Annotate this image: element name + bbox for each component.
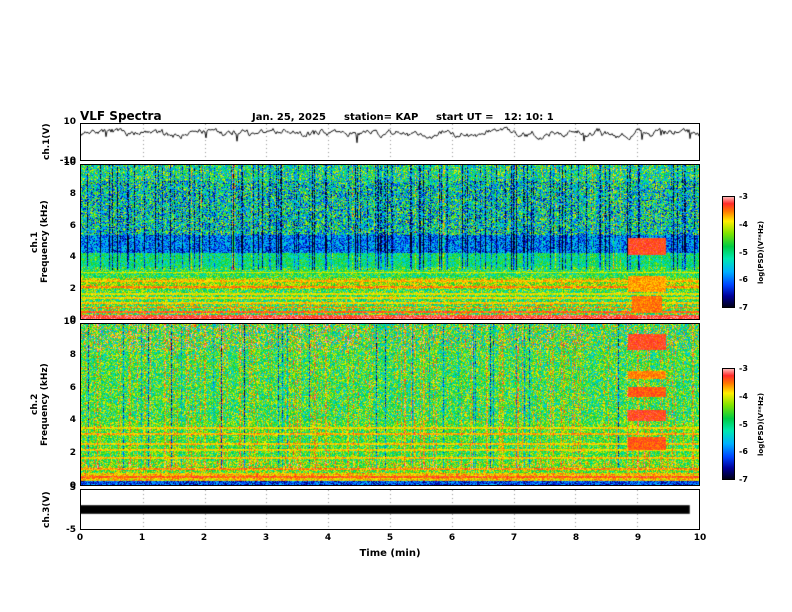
ch1-spectrogram-panel (80, 164, 700, 320)
ch1-spectrogram-canvas (81, 165, 699, 319)
colorbar-ch2-ticks: -3 -4 -5 -6 -7 (739, 364, 761, 484)
colorbar-ch1-ticks: -3 -4 -5 -6 -7 (739, 192, 761, 312)
tick-label: 2 (200, 533, 208, 543)
colorbar-ch2 (722, 368, 735, 480)
tick-label: -7 (739, 475, 748, 484)
tick-label: 4 (69, 252, 76, 263)
tick-label: 10 (63, 158, 76, 168)
plot-start-ut: start UT = 12: 10: 1 (436, 112, 554, 123)
tick-label: -5 (66, 525, 76, 535)
tick-label: 1 (138, 533, 146, 543)
tick-label: 8 (572, 533, 580, 543)
tick-label: -6 (739, 275, 748, 285)
ch1-voltage-panel (80, 123, 700, 161)
tick-label: 7 (510, 533, 518, 543)
ch2-spectrogram-panel (80, 323, 700, 486)
ch2-spectrogram-canvas (81, 324, 699, 485)
tick-label: -7 (739, 303, 748, 312)
tick-label: 0 (76, 533, 84, 543)
ch3-voltage-yticks: 5 -5 (30, 483, 76, 536)
plot-title: VLF Spectra (80, 109, 162, 123)
colorbar-ch1 (722, 196, 735, 308)
ch1-voltage-yticks: 10 -10 (30, 117, 76, 167)
tick-label: -6 (739, 447, 748, 457)
tick-label: 0 (69, 480, 76, 491)
tick-label: 10 (63, 317, 76, 327)
plot-station: station= KAP (344, 112, 419, 123)
tick-label: -10 (59, 156, 76, 166)
tick-label: -3 (739, 364, 748, 373)
tick-label: -5 (739, 419, 748, 429)
tick-label: 6 (448, 533, 456, 543)
ch2-spectrogram-yticks: 10 8 6 4 2 0 (30, 317, 76, 492)
colorbar-ch2-label: log(PSD)(V²*Hz) (757, 392, 765, 456)
tick-label: 8 (69, 189, 76, 200)
tick-label: -5 (739, 247, 748, 257)
tick-label: 2 (69, 283, 76, 294)
tick-label: 5 (386, 533, 394, 543)
tick-label: 4 (69, 415, 76, 426)
tick-label: 4 (324, 533, 332, 543)
time-axis-ticks: 0 1 2 3 4 5 6 7 8 9 10 (70, 533, 710, 543)
tick-label: 10 (63, 117, 76, 127)
tick-label: -4 (739, 219, 748, 229)
tick-label: 3 (262, 533, 270, 543)
tick-label: 6 (69, 382, 76, 393)
plot-date: Jan. 25, 2025 (252, 112, 326, 123)
ch1-spectrogram-yticks: 10 8 6 4 2 0 (30, 158, 76, 326)
tick-label: -4 (739, 391, 748, 401)
tick-label: 6 (69, 220, 76, 231)
time-axis-label: Time (min) (359, 548, 421, 559)
tick-label: 2 (69, 448, 76, 459)
ch3-voltage-panel (80, 489, 700, 530)
tick-label: 8 (69, 349, 76, 360)
tick-label: 9 (634, 533, 642, 543)
colorbar-ch1-label: log(PSD)(V²*Hz) (757, 220, 765, 284)
ch1-voltage-canvas (81, 124, 699, 160)
tick-label: 10 (693, 533, 707, 543)
tick-label: 0 (69, 314, 76, 325)
tick-label: 5 (69, 483, 76, 493)
tick-label: -3 (739, 192, 748, 201)
ch3-voltage-canvas (81, 490, 699, 529)
